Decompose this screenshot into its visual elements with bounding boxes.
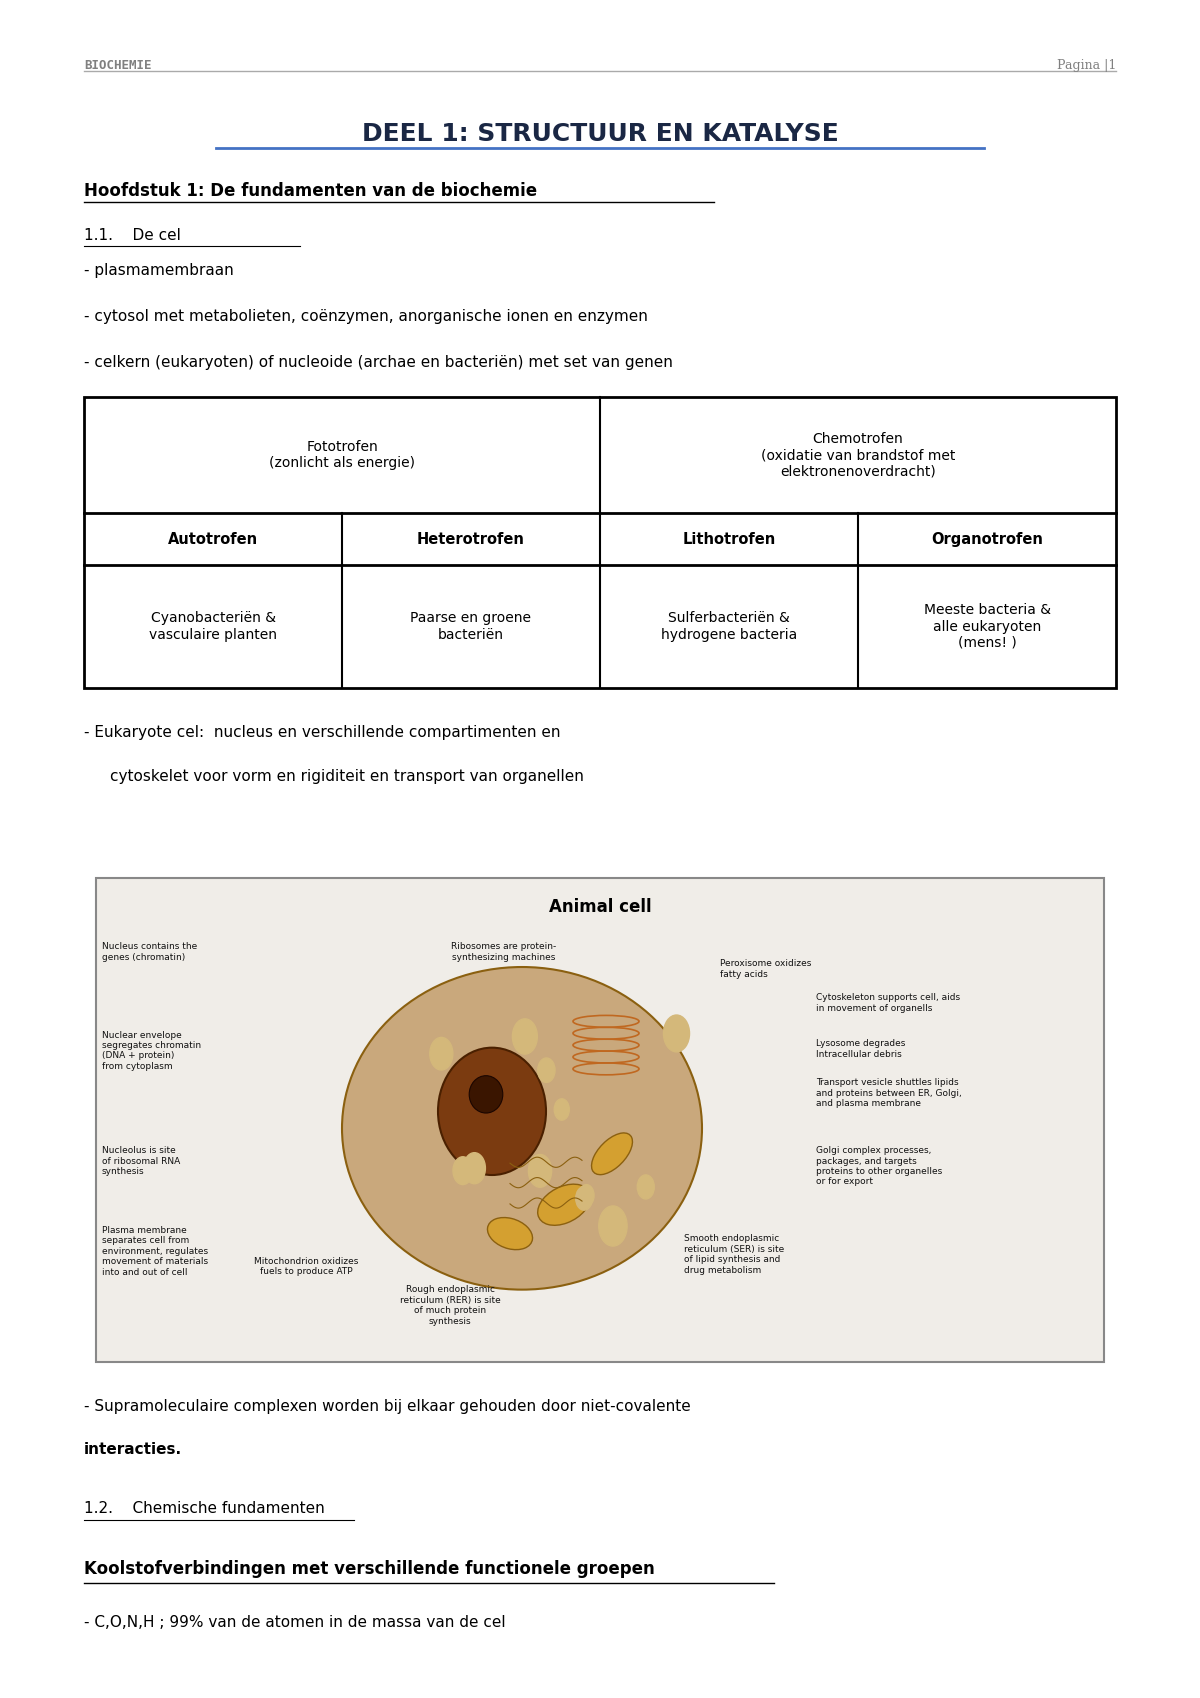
Bar <box>84 397 1116 688</box>
Text: Chemotrofen
(oxidatie van brandstof met
elektronenoverdracht): Chemotrofen (oxidatie van brandstof met … <box>761 431 955 479</box>
Text: - plasmamembraan: - plasmamembraan <box>84 263 234 278</box>
Text: BIOCHEMIE: BIOCHEMIE <box>84 59 151 73</box>
Text: Plasma membrane
separates cell from
environment, regulates
movement of materials: Plasma membrane separates cell from envi… <box>102 1226 208 1277</box>
Circle shape <box>576 1187 593 1211</box>
Circle shape <box>463 1153 485 1184</box>
Circle shape <box>528 1155 552 1187</box>
Ellipse shape <box>487 1217 533 1250</box>
Ellipse shape <box>438 1048 546 1175</box>
Circle shape <box>578 1185 594 1206</box>
Text: Transport vesicle shuttles lipids
and proteins between ER, Golgi,
and plasma mem: Transport vesicle shuttles lipids and pr… <box>816 1078 961 1109</box>
Text: - C,O,N,H ; 99% van de atomen in de massa van de cel: - C,O,N,H ; 99% van de atomen in de mass… <box>84 1615 505 1630</box>
Text: Pagina |1: Pagina |1 <box>1057 59 1116 73</box>
Ellipse shape <box>592 1133 632 1175</box>
Circle shape <box>538 1058 556 1082</box>
Circle shape <box>664 1015 690 1051</box>
Text: Ribosomes are protein-
synthesizing machines: Ribosomes are protein- synthesizing mach… <box>451 942 557 961</box>
Text: Hoofdstuk 1: De fundamenten van de biochemie: Hoofdstuk 1: De fundamenten van de bioch… <box>84 182 538 200</box>
Text: - Eukaryote cel:  nucleus en verschillende compartimenten en: - Eukaryote cel: nucleus en verschillend… <box>84 725 560 740</box>
Text: 1.2.    Chemische fundamenten: 1.2. Chemische fundamenten <box>84 1501 325 1516</box>
Circle shape <box>452 1156 473 1185</box>
Text: Animal cell: Animal cell <box>548 898 652 917</box>
Text: Cyanobacteriën &
vasculaire planten: Cyanobacteriën & vasculaire planten <box>149 611 277 642</box>
Text: Sulferbacteriën &
hydrogene bacteria: Sulferbacteriën & hydrogene bacteria <box>661 611 797 642</box>
Text: Koolstofverbindingen met verschillende functionele groepen: Koolstofverbindingen met verschillende f… <box>84 1560 655 1579</box>
Circle shape <box>554 1099 569 1121</box>
Text: interacties.: interacties. <box>84 1442 182 1457</box>
Ellipse shape <box>538 1184 590 1226</box>
Text: Lysosome degrades
Intracellular debris: Lysosome degrades Intracellular debris <box>816 1039 905 1058</box>
Text: Fototrofen
(zonlicht als energie): Fototrofen (zonlicht als energie) <box>269 440 415 470</box>
Text: Autotrofen: Autotrofen <box>168 531 258 547</box>
Text: Nuclear envelope
segregates chromatin
(DNA + protein)
from cytoplasm: Nuclear envelope segregates chromatin (D… <box>102 1031 202 1071</box>
Circle shape <box>512 1019 538 1054</box>
Circle shape <box>637 1175 654 1199</box>
Text: Golgi complex processes,
packages, and targets
proteins to other organelles
or f: Golgi complex processes, packages, and t… <box>816 1146 942 1187</box>
Text: Heterotrofen: Heterotrofen <box>418 531 524 547</box>
Text: Mitochondrion oxidizes
fuels to produce ATP: Mitochondrion oxidizes fuels to produce … <box>254 1257 358 1275</box>
Text: - cytosol met metabolieten, coënzymen, anorganische ionen en enzymen: - cytosol met metabolieten, coënzymen, a… <box>84 309 648 324</box>
Ellipse shape <box>469 1077 503 1114</box>
Text: Lithotrofen: Lithotrofen <box>683 531 775 547</box>
Text: Rough endoplasmic
reticulum (RER) is site
of much protein
synthesis: Rough endoplasmic reticulum (RER) is sit… <box>400 1285 500 1326</box>
Circle shape <box>599 1206 628 1246</box>
Text: cytoskelet voor vorm en rigiditeit en transport van organellen: cytoskelet voor vorm en rigiditeit en tr… <box>110 769 584 784</box>
Bar <box>96 878 1104 1362</box>
Text: Cytoskeleton supports cell, aids
in movement of organells: Cytoskeleton supports cell, aids in move… <box>816 993 960 1012</box>
Circle shape <box>430 1037 452 1070</box>
Text: Nucleolus is site
of ribosomal RNA
synthesis: Nucleolus is site of ribosomal RNA synth… <box>102 1146 180 1177</box>
Text: Smooth endoplasmic
reticulum (SER) is site
of lipid synthesis and
drug metabolis: Smooth endoplasmic reticulum (SER) is si… <box>684 1234 785 1275</box>
Text: Meeste bacteria &
alle eukaryoten
(mens! ): Meeste bacteria & alle eukaryoten (mens!… <box>924 603 1050 650</box>
Ellipse shape <box>342 968 702 1290</box>
Text: Peroxisome oxidizes
fatty acids: Peroxisome oxidizes fatty acids <box>720 959 811 978</box>
Text: 1.1.    De cel: 1.1. De cel <box>84 228 181 243</box>
Text: - celkern (eukaryoten) of nucleoide (archae en bacteriën) met set van genen: - celkern (eukaryoten) of nucleoide (arc… <box>84 355 673 370</box>
Text: Organotrofen: Organotrofen <box>931 531 1043 547</box>
Text: DEEL 1: STRUCTUUR EN KATALYSE: DEEL 1: STRUCTUUR EN KATALYSE <box>361 122 839 146</box>
Text: Paarse en groene
bacteriën: Paarse en groene bacteriën <box>410 611 532 642</box>
Text: Nucleus contains the
genes (chromatin): Nucleus contains the genes (chromatin) <box>102 942 197 961</box>
Text: - Supramoleculaire complexen worden bij elkaar gehouden door niet-covalente: - Supramoleculaire complexen worden bij … <box>84 1399 691 1414</box>
